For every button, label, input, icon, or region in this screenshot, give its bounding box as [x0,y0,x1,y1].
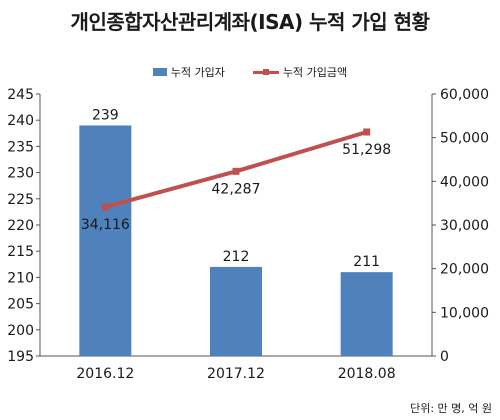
bar [340,272,393,356]
y-right-tick-label: 0 [440,349,449,365]
y-left-tick-label: 210 [7,270,34,286]
legend-bar-swatch [152,68,167,76]
y-right-tick-label: 40,000 [440,174,489,190]
bar [79,125,132,356]
y-right-tick-label: 10,000 [440,305,489,321]
legend-item-subscribers: 누적 가입자 [152,64,225,80]
legend-label-subscribers: 누적 가입자 [170,66,225,79]
y-left-tick-label: 215 [7,244,34,260]
line-data-label: 34,116 [81,217,130,233]
unit-note: 단위: 만 명, 억 원 [410,402,492,415]
legend-line-swatch [252,67,279,77]
y-right-tick-label: 60,000 [440,87,489,103]
y-left-tick-label: 220 [7,218,34,234]
bar-data-label: 212 [223,249,250,265]
chart-title: 개인종합자산관리계좌(ISA) 누적 가입 현황 [70,10,430,34]
y-left-tick-label: 240 [7,113,34,129]
x-tick-label: 2016.12 [76,366,134,382]
y-left-tick-label: 205 [7,297,34,313]
x-tick-label: 2018.08 [338,366,396,382]
x-tick-label: 2017.12 [207,366,265,382]
line-point [232,167,240,175]
y-left-tick-label: 200 [7,323,34,339]
legend-label-amount: 누적 가입금액 [282,66,348,79]
y-left-tick-label: 230 [7,166,34,182]
y-left-tick-label: 235 [7,139,34,155]
legend-item-amount: 누적 가입금액 [252,64,348,80]
y-left-tick-label: 245 [7,87,34,103]
y-left-tick-label: 225 [7,192,34,208]
bar [210,266,262,356]
bar-data-label: 239 [92,107,119,123]
line-point [363,128,371,136]
legend: 누적 가입자 누적 가입금액 [0,62,500,82]
bar-data-label: 211 [353,254,380,270]
y-right-tick-label: 30,000 [440,218,489,234]
line-point [101,203,109,211]
y-left-tick-label: 195 [7,349,34,365]
line-data-label: 42,287 [212,181,261,197]
line-data-label: 51,298 [342,142,391,158]
y-right-tick-label: 20,000 [440,262,489,278]
y-right-tick-label: 50,000 [440,131,489,147]
